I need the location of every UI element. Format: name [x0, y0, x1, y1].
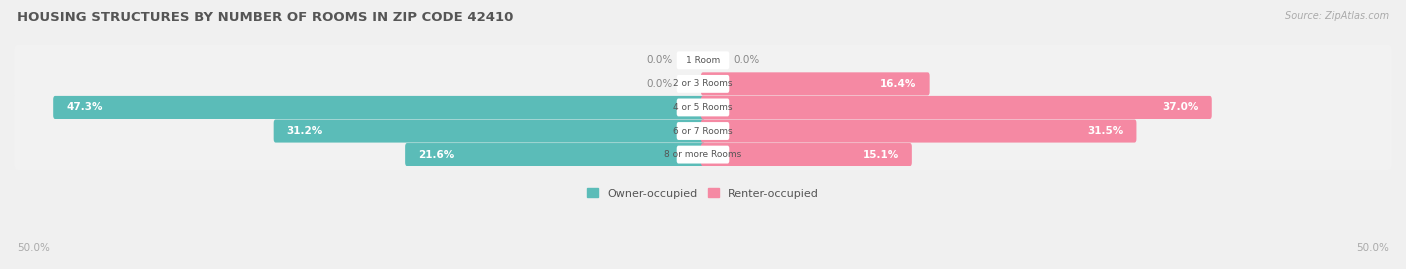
Text: 47.3%: 47.3%	[66, 102, 103, 112]
Text: 50.0%: 50.0%	[17, 243, 49, 253]
Text: 0.0%: 0.0%	[647, 55, 673, 65]
FancyBboxPatch shape	[14, 68, 1392, 100]
Text: 50.0%: 50.0%	[1357, 243, 1389, 253]
FancyBboxPatch shape	[702, 143, 912, 166]
FancyBboxPatch shape	[14, 45, 1392, 76]
Text: 16.4%: 16.4%	[880, 79, 917, 89]
Text: 31.2%: 31.2%	[287, 126, 323, 136]
FancyBboxPatch shape	[676, 75, 730, 93]
FancyBboxPatch shape	[14, 92, 1392, 123]
Text: 15.1%: 15.1%	[863, 150, 898, 160]
FancyBboxPatch shape	[676, 98, 730, 116]
Text: 0.0%: 0.0%	[647, 79, 673, 89]
Text: 4 or 5 Rooms: 4 or 5 Rooms	[673, 103, 733, 112]
FancyBboxPatch shape	[274, 119, 704, 143]
Legend: Owner-occupied, Renter-occupied: Owner-occupied, Renter-occupied	[586, 188, 820, 199]
FancyBboxPatch shape	[676, 51, 730, 69]
FancyBboxPatch shape	[702, 96, 1212, 119]
Text: HOUSING STRUCTURES BY NUMBER OF ROOMS IN ZIP CODE 42410: HOUSING STRUCTURES BY NUMBER OF ROOMS IN…	[17, 11, 513, 24]
FancyBboxPatch shape	[676, 146, 730, 164]
FancyBboxPatch shape	[702, 72, 929, 95]
FancyBboxPatch shape	[14, 115, 1392, 147]
Text: 21.6%: 21.6%	[418, 150, 454, 160]
FancyBboxPatch shape	[53, 96, 704, 119]
FancyBboxPatch shape	[676, 122, 730, 140]
Text: 0.0%: 0.0%	[733, 55, 759, 65]
Text: 37.0%: 37.0%	[1163, 102, 1199, 112]
FancyBboxPatch shape	[702, 119, 1136, 143]
FancyBboxPatch shape	[14, 139, 1392, 170]
Text: 1 Room: 1 Room	[686, 56, 720, 65]
FancyBboxPatch shape	[405, 143, 704, 166]
Text: Source: ZipAtlas.com: Source: ZipAtlas.com	[1285, 11, 1389, 21]
Text: 2 or 3 Rooms: 2 or 3 Rooms	[673, 79, 733, 89]
Text: 6 or 7 Rooms: 6 or 7 Rooms	[673, 126, 733, 136]
Text: 31.5%: 31.5%	[1087, 126, 1123, 136]
Text: 8 or more Rooms: 8 or more Rooms	[665, 150, 741, 159]
